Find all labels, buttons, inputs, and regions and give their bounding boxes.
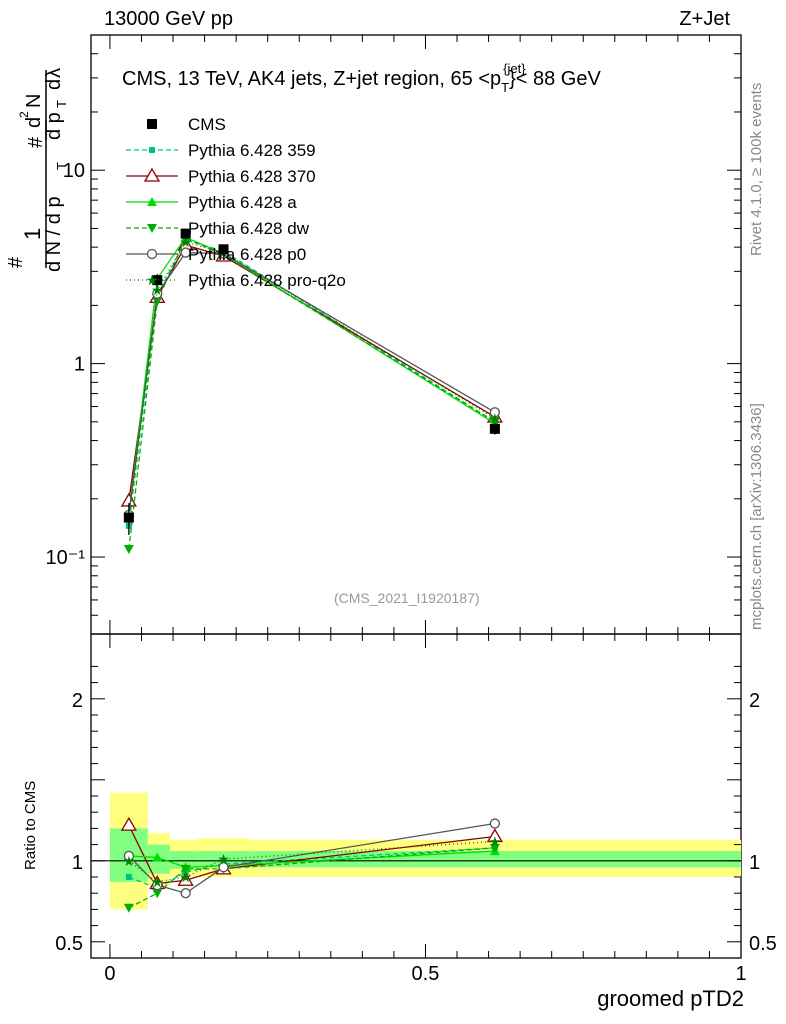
legend-entry: ★ Pythia 6.428 pro-q2o (126, 271, 346, 290)
cms-data-point (218, 244, 229, 255)
main-series-point (489, 417, 500, 427)
main-y-tick-label: 10⁻¹ (46, 547, 86, 569)
legend-label: Pythia 6.428 a (188, 193, 297, 212)
ratio-series-point (120, 816, 137, 831)
ratio-series-point (180, 888, 191, 899)
cms-data-point (123, 512, 134, 523)
legend-entry: Pythia 6.428 dw (126, 219, 310, 238)
ratio-series-point: ★ (489, 833, 502, 849)
svg-text:2: 2 (17, 111, 31, 118)
plot-title: CMS, 13 TeV, AK4 jets, Z+jet region, 65 … (122, 61, 601, 95)
legend-marker (147, 197, 157, 206)
main-y-tick-label: 10 (63, 160, 85, 182)
main-y-tick-label: 1 (74, 354, 85, 376)
svg-text:d: d (43, 79, 65, 90)
ratio-series-point (152, 852, 163, 862)
ratio-y-tick-label-right: 1 (749, 852, 760, 874)
ratio-y-tick-label-right: 0.5 (749, 933, 777, 955)
svg-text:d N / d p: d N / d p (43, 196, 65, 272)
ratio-y-tick-label-right: 2 (749, 690, 760, 712)
x-tick-label: 1 (735, 963, 746, 985)
header-right: Z+Jet (679, 8, 730, 30)
plot-title-sup: {jet} (503, 61, 526, 76)
header-left: 13000 GeV pp (104, 8, 233, 30)
ratio-series-pythia-6-428-pro-q2o: ★ ★ ★ ★ ★ (123, 833, 502, 890)
ratio-series-point (177, 871, 194, 886)
x-axis-label: groomed pTD2 (597, 986, 744, 1011)
main-series-point: ★ (489, 411, 502, 427)
svg-text:d p: d p (43, 112, 65, 140)
legend-marker (146, 248, 158, 260)
cms-data-series (123, 228, 500, 535)
svg-text:1: 1 (20, 228, 45, 240)
cms-data-point (180, 228, 191, 239)
ratio-series-point (180, 864, 191, 874)
legend-label: CMS (188, 115, 226, 134)
svg-text:N: N (23, 94, 45, 108)
ratio-y-tick-label-left: 2 (72, 690, 83, 712)
ratio-series-point: ★ (217, 851, 230, 867)
ratio-series-point (486, 828, 504, 843)
main-series-point: ★ (151, 282, 164, 298)
ratio-series-point: ★ (179, 869, 192, 885)
main-series-point (489, 407, 501, 418)
ratio-series-point: ★ (123, 853, 136, 869)
main-series-point (180, 247, 191, 258)
ratio-y-tick-label-left: 1 (72, 852, 83, 874)
legend-marker (147, 119, 157, 129)
legend-marker (149, 147, 155, 153)
svg-text:T: T (54, 162, 69, 170)
ratio-series-point (123, 850, 135, 862)
ratio-series-line (128, 840, 495, 883)
legend-label: Pythia 6.428 370 (188, 167, 316, 186)
legend-label: Pythia 6.428 pro-q2o (188, 271, 346, 290)
ratio-series-point (152, 879, 163, 891)
legend-marker (147, 224, 157, 233)
ratio-series-point (218, 862, 229, 873)
ratio-series-point (489, 818, 501, 829)
legend-entry: Pythia 6.428 p0 (126, 245, 306, 264)
cms-data-point (152, 275, 163, 286)
ratio-series-point (489, 843, 500, 853)
legend-label: Pythia 6.428 p0 (188, 245, 306, 264)
legend-label: Pythia 6.428 359 (188, 141, 316, 160)
svg-text:T: T (54, 100, 69, 108)
legend-entry: Pythia 6.428 359 (126, 141, 316, 160)
x-tick-label: 0.5 (412, 963, 440, 985)
svg-text:d: d (23, 117, 45, 128)
ratio-series-point (125, 874, 132, 880)
svg-text:#: # (25, 136, 47, 148)
ratio-series-point (152, 889, 163, 899)
legend-marker: ★ (146, 272, 159, 288)
legend-entry: CMS (147, 115, 226, 134)
svg-text:λ: λ (43, 68, 65, 78)
legend-entry: Pythia 6.428 a (126, 193, 297, 212)
main-series-point (123, 545, 134, 555)
ratio-series-point (123, 903, 134, 913)
legend-marker (143, 167, 161, 182)
cms-data-point (489, 423, 500, 434)
main-y-label: # 1 d N / d p T # d 2 N d p T d λ (5, 68, 69, 272)
ratio-plot-frame (90, 633, 742, 959)
plot-title-tail: }< 88 GeV (509, 68, 601, 90)
legend-label: Pythia 6.428 dw (188, 219, 310, 238)
ratio-y-tick-label-left: 0.5 (55, 933, 83, 955)
analysis-watermark: (CMS_2021_I1920187) (334, 590, 480, 606)
main-series-line (128, 241, 496, 518)
main-series-point (152, 288, 163, 299)
x-tick-label: 0 (104, 963, 115, 985)
plot-title-sub: T (501, 80, 510, 95)
main-series-line (128, 237, 496, 550)
svg-text:#: # (5, 256, 27, 268)
main-series-point (152, 297, 163, 307)
plot-title-main: CMS, 13 TeV, AK4 jets, Z+jet region, 65 … (122, 68, 502, 90)
legend-entry: Pythia 6.428 370 (126, 167, 316, 186)
ratio-series-point: ★ (151, 874, 164, 890)
